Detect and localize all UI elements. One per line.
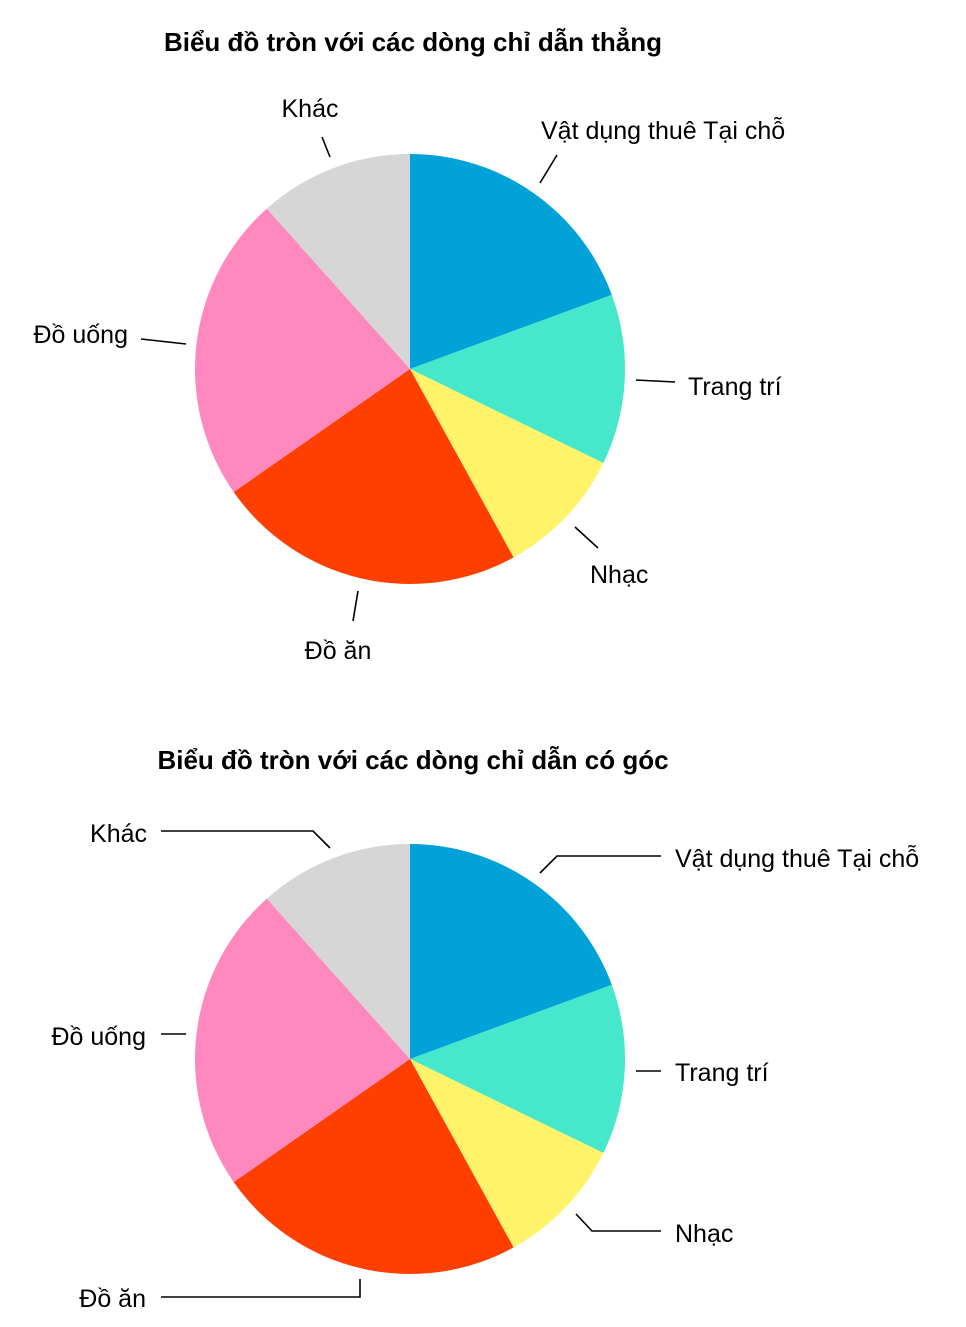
slice-label-5: Đồ uống [33,321,128,349]
leader-line-3 [574,526,599,549]
pie-angled-leaders: Vật dụng thuê Tại chỗ Trang trí Nhạc Đồ ăn Đ… [51,820,919,1313]
pie-slice-6 [266,154,410,369]
leader-line-1 [539,855,661,874]
slice-label-2: Trang trí [675,1059,769,1087]
slice-label-3: Nhạc [675,1220,733,1248]
slice-label-1: Vật dụng thuê Tại chỗ [675,844,919,873]
slice-label-6: Khác [90,820,147,848]
chart-title-angled: Biểu đồ tròn với các dòng chỉ dẫn có góc [157,745,668,775]
chart-title-straight: Biểu đồ tròn với các dòng chỉ dẫn thẳng [164,26,662,57]
slice-label-4: Đồ ăn [305,637,372,665]
pie-slice-3 [410,369,604,558]
pie-slice-2 [410,984,625,1153]
pie-slice-4 [233,1059,514,1274]
pie-slice-1 [410,154,612,369]
pie-slice-1 [410,844,612,1059]
leader-line-1 [539,154,558,184]
pie-slice-2 [410,294,625,463]
leader-line-2 [635,379,676,383]
slice-label-2: Trang trí [688,373,782,401]
leader-line-6 [321,136,331,158]
pie-slice-5 [195,208,410,493]
slice-label-1: Vật dụng thuê Tại chỗ [541,116,785,145]
pie-slice-4 [233,369,514,585]
slice-label-6: Khác [282,95,339,123]
slice-label-4: Đồ ăn [79,1285,146,1313]
pie-slice-6 [266,844,410,1059]
pie-straight-leaders: Vật dụng thuê Tại chỗ Trang trí Nhạc Đồ ăn Đ… [33,95,785,665]
leader-line-4 [161,1279,361,1298]
pie-slice-3 [410,1059,604,1248]
leader-line-4 [352,590,359,622]
pie-slice-5 [195,898,410,1183]
leader-line-3 [575,1213,661,1232]
slice-label-3: Nhạc [590,561,648,589]
slice-label-5: Đồ uống [51,1023,146,1051]
leader-line-6 [161,830,331,849]
leader-line-5 [140,338,187,345]
